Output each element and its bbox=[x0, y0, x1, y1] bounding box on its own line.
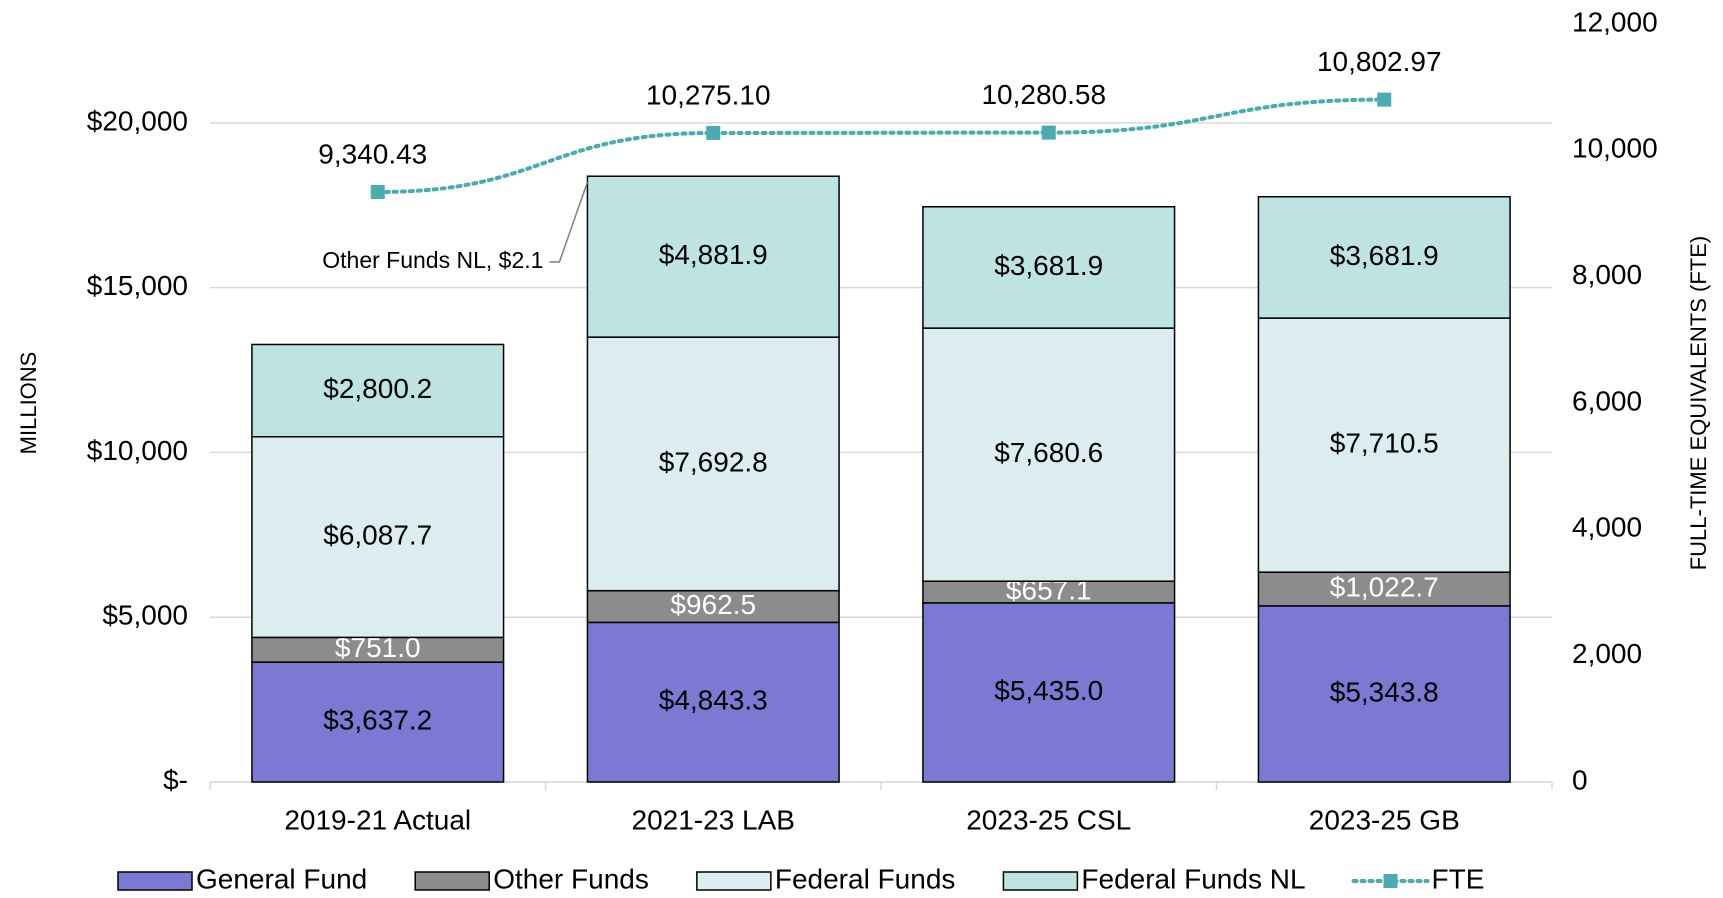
data-label: $4,843.3 bbox=[659, 685, 768, 716]
y-tick-label: $10,000 bbox=[87, 435, 188, 466]
y2-tick-label: 2,000 bbox=[1572, 638, 1642, 669]
bar-segment bbox=[1257, 571, 1511, 607]
y-tick-label: $15,000 bbox=[87, 270, 188, 301]
y2-tick-label: 0 bbox=[1572, 764, 1588, 795]
data-label: $3,681.9 bbox=[994, 250, 1103, 281]
fte-marker bbox=[370, 184, 385, 199]
annotation-leader bbox=[549, 181, 589, 263]
data-label: $4,881.9 bbox=[659, 239, 768, 270]
y-axis-label: MILLIONS bbox=[16, 352, 41, 455]
fte-marker bbox=[1041, 125, 1056, 140]
y2-tick-label: 12,000 bbox=[1572, 6, 1658, 37]
x-tick-label: 2019-21 Actual bbox=[284, 804, 471, 835]
legend-swatch bbox=[414, 871, 490, 891]
y-tick-label: $20,000 bbox=[87, 105, 188, 136]
fte-label: 10,275.10 bbox=[646, 79, 771, 110]
y-tick-label: $5,000 bbox=[102, 600, 188, 631]
legend-swatch bbox=[1002, 871, 1079, 891]
legend-label: Federal Funds bbox=[775, 863, 956, 894]
bar-segment bbox=[251, 343, 505, 438]
data-label: $2,800.2 bbox=[323, 373, 432, 404]
data-label: $5,435.0 bbox=[994, 675, 1103, 706]
data-label: $7,710.5 bbox=[1330, 428, 1439, 459]
bar-segment bbox=[251, 436, 505, 639]
data-label: $3,637.2 bbox=[323, 704, 432, 735]
data-label: $3,681.9 bbox=[1330, 240, 1439, 271]
fte-line bbox=[375, 97, 1387, 194]
bar-segment bbox=[922, 327, 1176, 582]
y2-tick-label: 8,000 bbox=[1572, 259, 1642, 290]
fte-marker bbox=[706, 125, 721, 140]
bar-segment bbox=[922, 206, 1176, 329]
x-tick-label: 2021-23 LAB bbox=[632, 804, 795, 835]
bar-segment bbox=[922, 602, 1176, 783]
data-label: $7,692.8 bbox=[659, 446, 768, 477]
data-label: $7,680.6 bbox=[994, 437, 1103, 468]
legend-swatch bbox=[117, 871, 193, 891]
legend-label: Other Funds bbox=[493, 863, 649, 894]
fte-label: 9,340.43 bbox=[318, 138, 427, 169]
bar-segment bbox=[586, 336, 840, 592]
bar-segment bbox=[1257, 195, 1511, 319]
bar-segment bbox=[586, 589, 840, 624]
legend-swatch bbox=[696, 871, 772, 891]
x-tick-label: 2023-25 GB bbox=[1309, 804, 1460, 835]
bar-segment bbox=[586, 621, 840, 783]
y2-axis-label: FULL-TIME EQUIVALENTS (FTE) bbox=[1686, 236, 1711, 571]
y2-tick-label: 4,000 bbox=[1572, 512, 1642, 543]
annotation: Other Funds NL, $2.1 bbox=[322, 247, 543, 273]
data-label: $1,022.7 bbox=[1330, 571, 1439, 602]
y-tick-label: $- bbox=[163, 764, 188, 795]
legend-label: FTE bbox=[1432, 863, 1485, 894]
x-tick-label: 2023-25 CSL bbox=[966, 804, 1131, 835]
legend-label: General Fund bbox=[196, 863, 367, 894]
legend-label: Federal Funds NL bbox=[1081, 863, 1305, 894]
fte-marker bbox=[1377, 92, 1392, 107]
data-label: $5,343.8 bbox=[1330, 676, 1439, 707]
bar-segment bbox=[1257, 605, 1511, 783]
bar-segment bbox=[586, 175, 840, 338]
data-label: $6,087.7 bbox=[323, 519, 432, 550]
data-label: $962.5 bbox=[670, 589, 756, 620]
bar-segment bbox=[1257, 317, 1511, 573]
fte-label: 10,280.58 bbox=[981, 79, 1106, 110]
y2-tick-label: 10,000 bbox=[1572, 133, 1658, 164]
legend-marker bbox=[1383, 874, 1398, 888]
fte-label: 10,802.97 bbox=[1317, 46, 1442, 77]
y2-tick-label: 6,000 bbox=[1572, 385, 1642, 416]
